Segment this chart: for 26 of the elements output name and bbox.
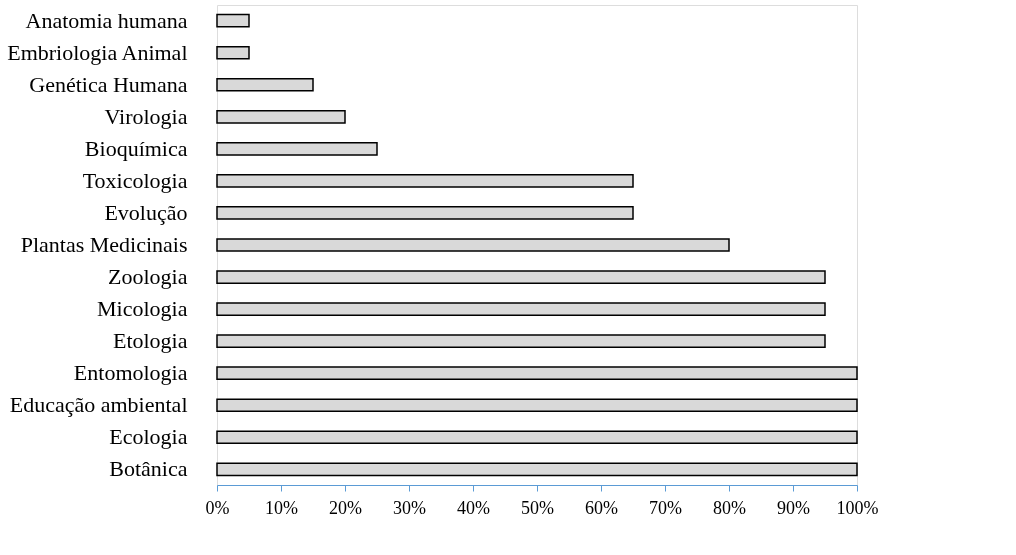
- x-tick-label: 50%: [521, 497, 554, 518]
- y-tick-label: Ecologia: [109, 424, 188, 450]
- x-tick-label: 90%: [777, 497, 810, 518]
- y-tick-label: Etologia: [112, 328, 188, 354]
- x-tick-label: 70%: [649, 497, 682, 518]
- x-tick-label: 60%: [585, 497, 618, 518]
- y-tick-label: Zoologia: [108, 264, 188, 290]
- y-tick-label: Educação ambiental: [9, 392, 188, 418]
- y-tick-label: Micologia: [97, 296, 188, 322]
- y-tick-label: Virologia: [104, 103, 188, 129]
- x-tick-label: 100%: [836, 497, 879, 518]
- y-tick-label: Genética Humana: [29, 71, 188, 97]
- x-tick-label: 40%: [457, 497, 490, 518]
- y-tick-label: Embriologia Animal: [7, 39, 188, 65]
- y-tick-label: Entomologia: [73, 360, 188, 386]
- x-tick-label: 80%: [713, 497, 746, 518]
- y-tick-label: Bioquímica: [84, 135, 188, 161]
- y-tick-label: Botânica: [109, 456, 188, 482]
- x-tick-label: 20%: [329, 497, 362, 518]
- x-tick-label: 30%: [393, 497, 426, 518]
- x-tick-label: 0%: [205, 497, 230, 518]
- y-tick-label: Anatomia humana: [25, 7, 188, 33]
- y-tick-label: Evolução: [104, 199, 188, 225]
- y-tick-label: Toxicologia: [82, 167, 188, 193]
- y-tick-label: Plantas Medicinais: [20, 232, 188, 257]
- x-tick-label: 10%: [265, 497, 298, 518]
